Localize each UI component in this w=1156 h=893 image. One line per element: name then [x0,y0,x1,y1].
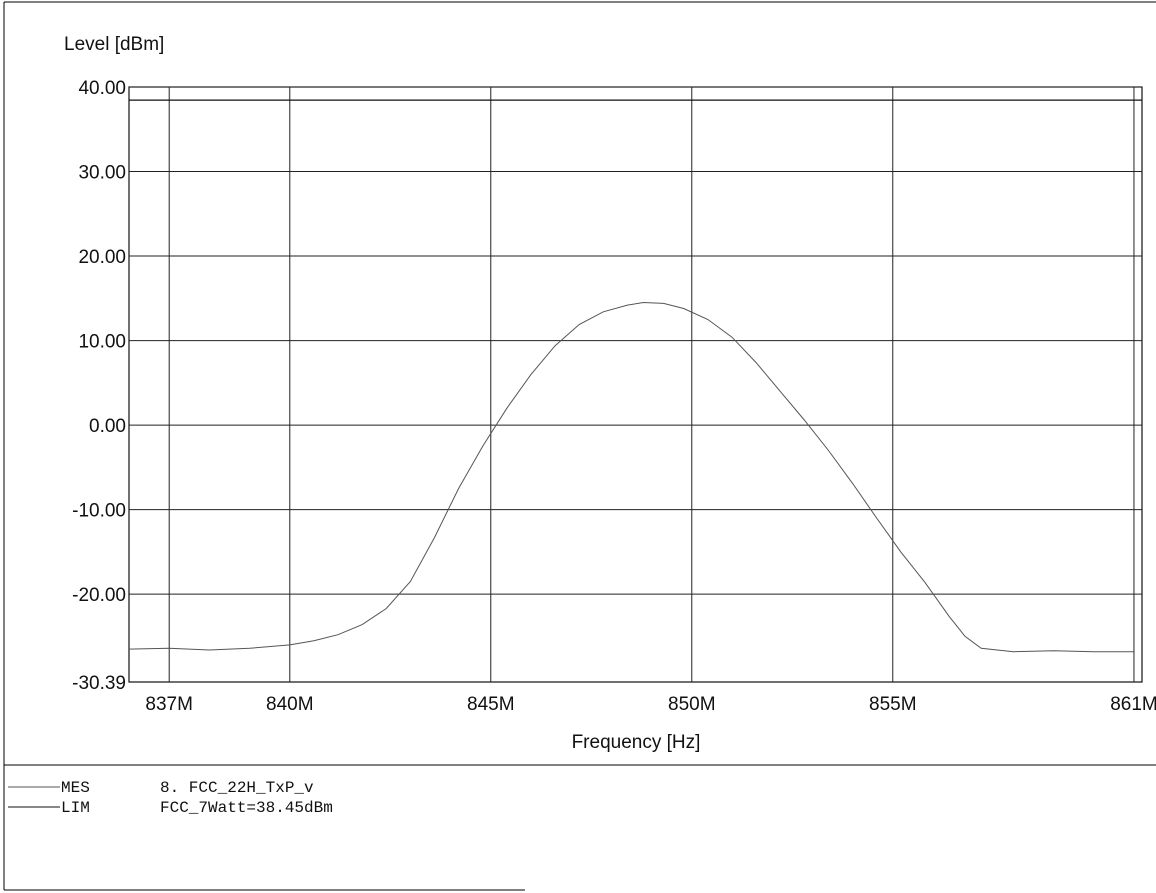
x-tick-label-2: 845M [467,694,515,715]
legend-text-mes: 8. FCC_22H_TxP_v [160,779,314,797]
legend: MES 8. FCC_22H_TxP_v LIM FCC_7Watt=38.45dBm [8,779,333,817]
x-tick-label-0: 837M [145,694,193,715]
series [128,99,1142,653]
plot-border [128,86,1143,683]
y-tick-label-3: 10.00 [78,332,126,353]
series-line-mes [128,301,1134,653]
y-tick-label-6: -20.00 [72,585,126,606]
legend-key-lim: LIM [61,799,90,817]
x-tick-label-4: 855M [869,694,917,715]
y-tick-label-1: 30.00 [78,163,126,184]
x-tick-label-3: 850M [668,694,716,715]
y-tick-label-0: 40.00 [78,78,126,99]
tick-labels: 40.00 30.00 20.00 10.00 0.00 -10.00 -20.00 -30.… [72,78,1156,715]
y-tick-label-7: -30.39 [72,673,126,694]
y-tick-label-5: -10.00 [72,501,126,522]
y-axis-label: Level [dBm] [64,34,164,55]
legend-key-mes: MES [61,779,90,797]
y-tick-label-2: 20.00 [78,247,126,268]
y-tick-label-4: 0.00 [89,416,126,437]
legend-text-lim: FCC_7Watt=38.45dBm [160,799,333,817]
x-tick-label-5: 861M [1110,694,1156,715]
x-tick-label-1: 840M [266,694,314,715]
grid [128,86,1143,683]
x-axis-label: Frequency [Hz] [572,732,701,753]
